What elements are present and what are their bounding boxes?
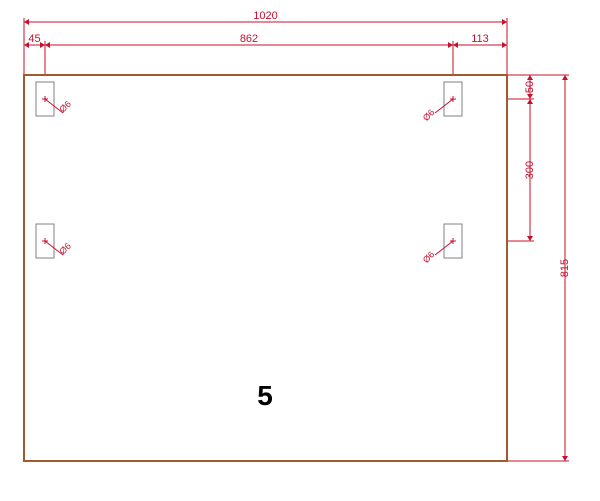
dim-862-value: 862	[240, 33, 258, 45]
arrowhead	[527, 75, 533, 80]
hole-dia-label-1: Ø6	[421, 107, 437, 123]
arrowhead	[562, 456, 568, 461]
arrowhead	[527, 236, 533, 241]
dim-300-value: 300	[524, 161, 536, 179]
arrowhead	[453, 42, 458, 48]
arrowhead	[448, 42, 453, 48]
arrowhead	[40, 42, 45, 48]
dim-113-value: 113	[471, 33, 489, 45]
arrowhead	[527, 94, 533, 99]
arrowhead	[24, 19, 29, 25]
arrowhead	[562, 75, 568, 80]
dim-815-value: 815	[559, 259, 571, 277]
dim-50-value: 50	[524, 81, 536, 93]
arrowhead	[502, 42, 507, 48]
hole-dia-label-0: Ø6	[57, 99, 73, 115]
arrowhead	[502, 19, 507, 25]
dim-1020-value: 1020	[253, 10, 277, 22]
hole-dia-label-3: Ø6	[421, 249, 437, 265]
panel-number-label: 5	[257, 380, 273, 411]
hole-dia-label-2: Ø6	[57, 241, 73, 257]
arrowhead	[527, 99, 533, 104]
dim-45-value: 45	[28, 33, 40, 45]
arrowhead	[45, 42, 50, 48]
